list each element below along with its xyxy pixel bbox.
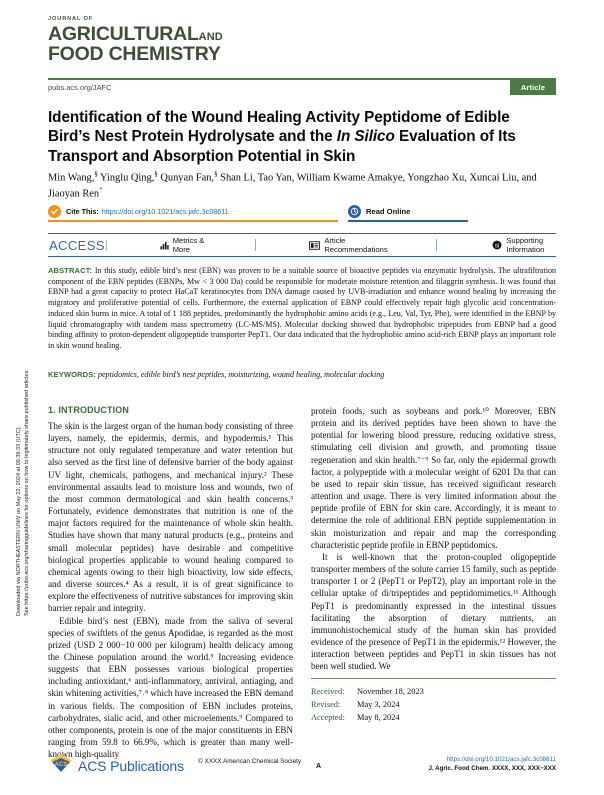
read-online-label[interactable]: Read Online bbox=[366, 206, 411, 216]
copyright-text: © XXXX American Chemical Society bbox=[198, 758, 302, 765]
supporting-information-button[interactable]: si Supporting Information bbox=[492, 236, 556, 254]
intro-paragraph-3: protein foods, such as soybeans and pork… bbox=[311, 406, 556, 550]
info-circle-icon: si bbox=[492, 240, 502, 250]
access-divider: | bbox=[104, 239, 108, 251]
date-value-received: November 18, 2023 bbox=[357, 687, 424, 696]
keywords-text: peptidomics, edible bird’s nest peptides… bbox=[95, 370, 385, 379]
page-number: A bbox=[316, 763, 322, 770]
download-notice-line-1: Downloaded via NORTHEASTERN UNIV on May … bbox=[16, 425, 22, 616]
acs-publications-label: ACS Publications bbox=[78, 757, 184, 774]
keywords-block: KEYWORDS: peptidomics, edible bird’s nes… bbox=[48, 370, 556, 379]
title-part-1: Identification of the Wound Healing Acti… bbox=[48, 109, 510, 146]
date-value-revised: May 3, 2024 bbox=[357, 699, 400, 709]
check-circle-icon bbox=[48, 204, 61, 218]
journal-title-line-1: AGRICULTURAL bbox=[48, 23, 199, 45]
corresponding-author-marker: * bbox=[99, 186, 103, 195]
abstract-label: ABSTRACT: bbox=[48, 266, 93, 275]
intro-paragraph-4: It is well-known that the proton-coupled… bbox=[311, 551, 556, 672]
metrics-and-more-button[interactable]: Metrics & More bbox=[160, 236, 205, 254]
access-toolbar: ACCESS | Metrics & More Article Recommen… bbox=[48, 233, 556, 257]
author-affil-marker: § bbox=[94, 170, 98, 178]
page-title: Identification of the Wound Healing Acti… bbox=[48, 108, 556, 166]
access-divider bbox=[435, 239, 437, 251]
date-label-accepted: Accepted: bbox=[311, 712, 345, 722]
download-notice: Downloaded via NORTHEASTERN UNIV on May … bbox=[0, 369, 30, 730]
journal-url[interactable]: pubs.acs.org/JAFC bbox=[48, 83, 112, 92]
footer-citation-block: https://doi.org/10.1021/acs.jafc.3c08611… bbox=[428, 755, 556, 774]
keywords-label: KEYWORDS: bbox=[48, 370, 96, 379]
acs-publications-logo[interactable]: ACS ACS Publications bbox=[48, 752, 184, 779]
author-affil-marker: § bbox=[214, 170, 218, 178]
bar-chart-icon bbox=[160, 241, 169, 250]
abstract-block: ABSTRACT: In this study, edible bird’s n… bbox=[48, 266, 556, 352]
date-value-accepted: May 8, 2024 bbox=[357, 712, 400, 722]
column-right: protein foods, such as soybeans and pork… bbox=[311, 405, 556, 672]
supporting-information-label: Supporting Information bbox=[506, 236, 545, 254]
footer-citation: J. Agric. Food Chem. XXXX, XXX, XXX−XXX bbox=[428, 765, 556, 773]
column-left: 1. INTRODUCTION The skin is the largest … bbox=[48, 405, 293, 760]
title-part-2: Evaluation of Its Transport and Absorpti… bbox=[48, 128, 516, 165]
journal-title-and: AND bbox=[198, 31, 223, 43]
journal-title: AGRICULTURALAND FOOD CHEMISTRY bbox=[48, 24, 348, 65]
article-card-icon bbox=[309, 240, 321, 250]
read-online-box[interactable]: Read Online bbox=[348, 202, 468, 222]
page-footer: ACS ACS Publications © XXXX American Che… bbox=[48, 752, 556, 784]
journal-title-line-2: FOOD CHEMISTRY bbox=[48, 43, 221, 66]
access-label[interactable]: ACCESS bbox=[49, 237, 105, 253]
journal-of-label: JOURNAL OF bbox=[48, 16, 94, 22]
download-notice-line-2: See https://pubs.acs.org/sharingguidelin… bbox=[24, 369, 30, 616]
access-divider bbox=[254, 239, 256, 251]
date-row: Revised: May 3, 2024 bbox=[311, 699, 556, 712]
intro-paragraph-1: The skin is the largest organ of the hum… bbox=[48, 421, 293, 614]
article-recommendations-label: Article Recommendations bbox=[324, 236, 388, 254]
article-type-badge: Article bbox=[509, 80, 556, 95]
metrics-and-more-label: Metrics & More bbox=[172, 236, 205, 254]
acs-diamond-icon: ACS bbox=[48, 752, 74, 779]
author-list: Min Wang,§ Yinglu Qing,§ Qunyan Fan,§ Sh… bbox=[48, 170, 537, 200]
cite-this-label: Cite This: bbox=[66, 206, 99, 216]
svg-text:si: si bbox=[495, 242, 500, 249]
journal-masthead: JOURNAL OF AGRICULTURALAND FOOD CHEMISTR… bbox=[48, 16, 348, 65]
intro-paragraph-2: Edible bird’s nest (EBN), made from the … bbox=[48, 615, 293, 760]
date-row: Accepted: May 8, 2024 bbox=[311, 712, 556, 725]
section-heading-introduction: 1. INTRODUCTION bbox=[48, 405, 130, 415]
title-italic: In Silico bbox=[336, 128, 395, 146]
clock-icon bbox=[348, 204, 361, 218]
abstract-text: In this study, edible bird’s nest (EBN) … bbox=[48, 266, 556, 351]
masthead-rule bbox=[48, 78, 556, 80]
date-label-received: Received: bbox=[311, 687, 345, 696]
footer-doi-link[interactable]: https://doi.org/10.1021/acs.jafc.3c08611 bbox=[446, 756, 556, 763]
publication-dates: Received: November 18, 2023 Revised: May… bbox=[311, 678, 556, 724]
cite-this-box[interactable]: Cite This: https://doi.org/10.1021/acs.j… bbox=[48, 202, 338, 222]
author-affil-marker: § bbox=[154, 170, 158, 178]
citation-bar: Cite This: https://doi.org/10.1021/acs.j… bbox=[48, 202, 556, 224]
cite-doi-link[interactable]: https://doi.org/10.1021/acs.jafc.3c08611 bbox=[101, 206, 229, 216]
article-recommendations-button[interactable]: Article Recommendations bbox=[309, 236, 388, 254]
svg-text:ACS: ACS bbox=[55, 762, 68, 768]
date-row: Received: November 18, 2023 bbox=[311, 686, 556, 699]
date-label-revised: Revised: bbox=[311, 699, 341, 709]
